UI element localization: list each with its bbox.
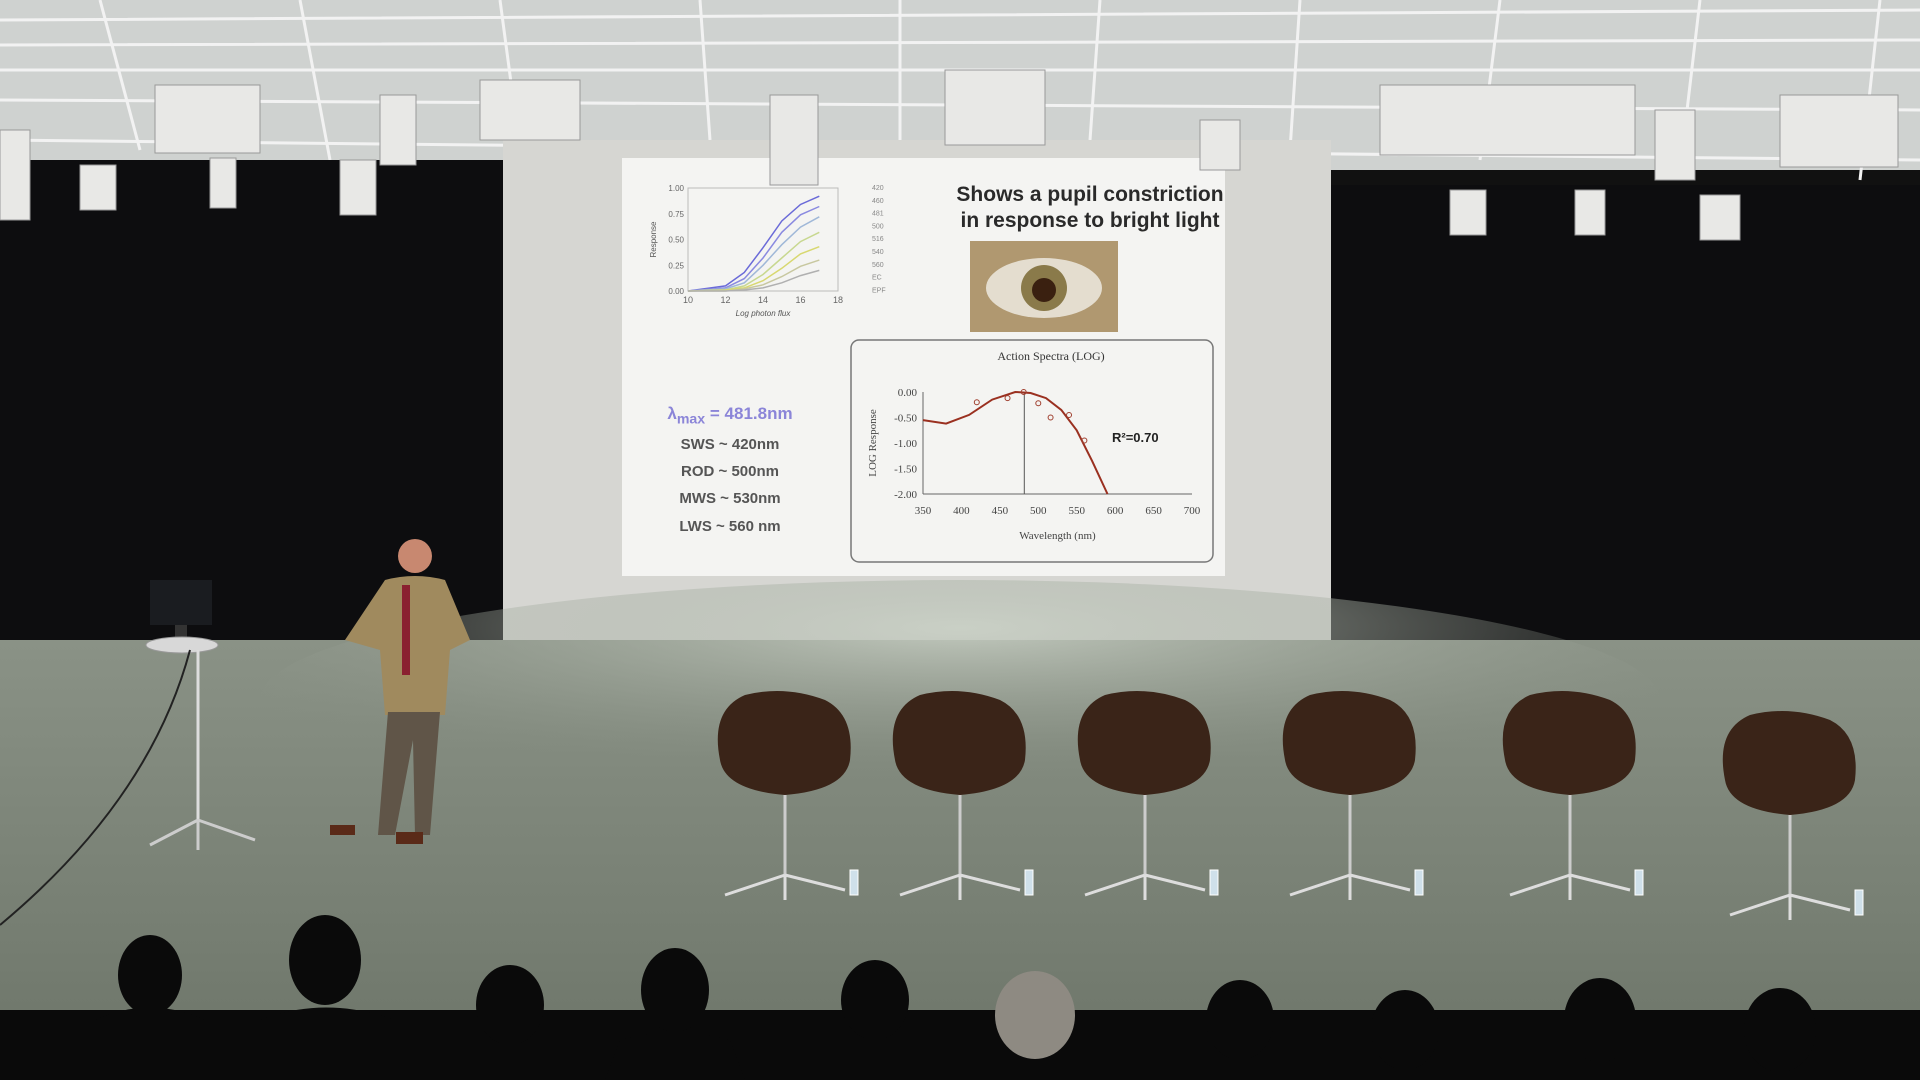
x-tick-label: 700 [1184, 505, 1201, 517]
series-line-516 [687, 245, 820, 292]
receptor-sws: SWS ~ 420nm [680, 436, 780, 453]
legend-entry: 481 [872, 211, 884, 218]
data-point [1035, 400, 1042, 407]
legend-entry: EC [872, 275, 882, 282]
legend-entry: 540 [872, 249, 884, 256]
y-tick-label: 1.00 [668, 184, 684, 193]
action-spectra-chart: Action Spectra (LOG) 350 400 450 500 550 600 65… [850, 339, 1214, 563]
legend-entry: 500 [872, 223, 884, 230]
y-tick-label: 0.00 [668, 287, 684, 296]
x-tick-label: 500 [1030, 505, 1047, 517]
series-line-481 [687, 216, 820, 292]
slide-title: Shows a pupil constriction in response t… [890, 182, 1290, 234]
data-point [1066, 411, 1073, 418]
swan-chair [892, 691, 1034, 900]
data-point [1004, 395, 1011, 402]
lambda-max-label: λmax = 481.8nm [645, 404, 815, 427]
slide-title-line1: Shows a pupil constriction [956, 183, 1224, 206]
series-line-560 [688, 269, 820, 292]
lectern-monitor [0, 580, 256, 926]
swan-chair [1282, 691, 1424, 900]
eye-photo [970, 241, 1118, 332]
receptor-rod: ROD ~ 500nm [681, 463, 779, 480]
chart-title: Action Spectra (LOG) [997, 349, 1104, 363]
y-tick-label: 0.25 [668, 261, 684, 270]
x-axis-label: Wavelength (nm) [1019, 530, 1096, 542]
legend-entry: 460 [872, 198, 884, 205]
data-point [1047, 414, 1054, 421]
swan-chair [1077, 691, 1219, 900]
armchairs-row [717, 691, 1864, 920]
lambda-value: = 481.8nm [705, 404, 793, 423]
x-tick-label: 550 [1068, 505, 1085, 517]
r-squared-label: R²=0.70 [1112, 430, 1159, 445]
x-tick-label: 18 [833, 295, 843, 305]
slide-title-line2: in response to bright light [960, 209, 1220, 232]
x-tick-label: 12 [720, 295, 730, 305]
x-tick-label: 650 [1145, 505, 1162, 517]
x-tick-label: 350 [915, 505, 932, 517]
lambda-symbol: λ [667, 404, 677, 423]
receptor-lws: LWS ~ 560 nm [679, 518, 781, 535]
audience [0, 915, 1920, 1080]
x-tick-label: 600 [1107, 505, 1124, 517]
data-point [1020, 389, 1027, 395]
y-tick-label: 0.75 [668, 210, 684, 219]
swan-chair [1502, 691, 1644, 900]
y-tick-label: -1.00 [894, 438, 917, 450]
stage-lights [0, 69, 1899, 241]
swan-chair [1722, 711, 1864, 920]
y-tick-label: 0.50 [668, 236, 684, 245]
y-tick-label: -1.50 [894, 464, 917, 476]
swan-chair [717, 691, 859, 900]
series-line-460 [687, 205, 820, 292]
response-chart: 10 12 14 16 18 0.00 0.25 0.50 0.75 1.00 Log photon… [649, 184, 886, 318]
data-point [973, 399, 980, 406]
speaker-person [330, 539, 470, 844]
data-point [1081, 437, 1088, 444]
lambda-subscript: max [676, 411, 706, 428]
y-axis-label: LOG Response [867, 409, 879, 477]
y-tick-label: 0.00 [898, 387, 918, 399]
x-axis-label: Log photon flux [736, 309, 792, 318]
x-tick-label: 400 [953, 505, 970, 517]
x-tick-label: 16 [795, 295, 805, 305]
y-tick-label: -0.50 [894, 413, 917, 425]
receptor-mws: MWS ~ 530nm [679, 490, 781, 507]
y-tick-label: -2.00 [894, 489, 917, 501]
x-tick-label: 10 [683, 295, 693, 305]
legend-entry: 516 [872, 236, 884, 243]
x-tick-label: 450 [992, 505, 1009, 517]
y-axis-label: Response [649, 221, 658, 258]
legend-entry: 560 [872, 262, 884, 269]
right-curtain [1325, 185, 1920, 640]
series-line-420 [687, 195, 820, 292]
legend-entry: EPF [872, 287, 886, 294]
legend-entry: 420 [872, 185, 884, 192]
x-tick-label: 14 [758, 295, 768, 305]
